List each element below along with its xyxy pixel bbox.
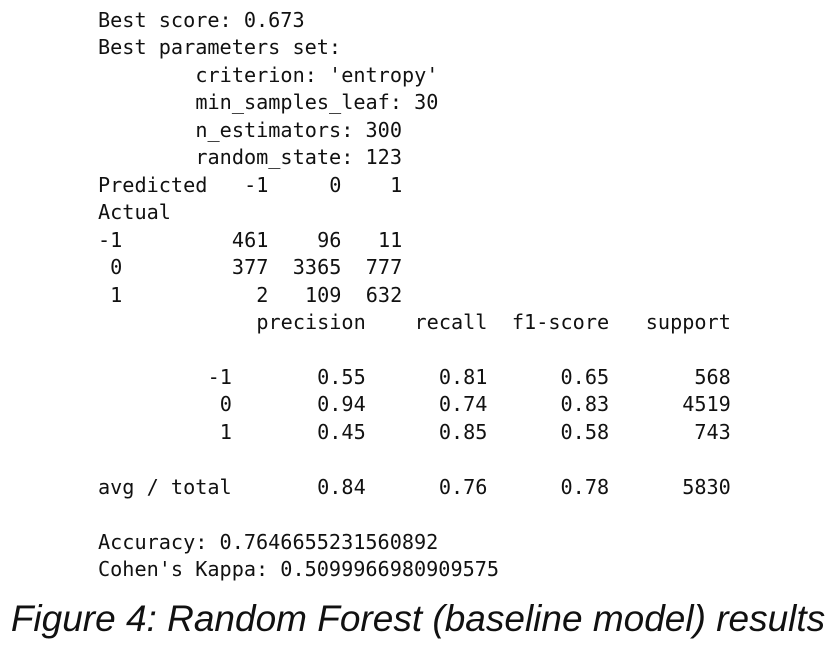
report-cell: 0.81	[438, 364, 488, 389]
best-score: Best score: 0.673	[98, 8, 305, 32]
report-cell: 4519	[682, 392, 731, 417]
confusion-cell: 96	[317, 227, 342, 252]
report-column: recall	[414, 309, 488, 334]
confusion-col-label: Actual	[98, 200, 171, 225]
report-row-label: -1	[207, 364, 232, 389]
confusion-row: 1	[110, 282, 123, 307]
confusion-cell: 632	[365, 282, 403, 307]
report-column: precision	[256, 309, 366, 334]
param: n_estimators: 300	[195, 117, 402, 142]
report-cell: 0.65	[560, 364, 610, 389]
confusion-cell: 461	[231, 227, 269, 252]
report-cell: 743	[694, 419, 731, 444]
confusion-column: 1	[390, 172, 403, 197]
confusion-cell: 777	[365, 255, 403, 280]
kappa: Cohen's Kappa: 0.5099966980909575	[98, 557, 500, 581]
report-cell: 0.45	[317, 419, 366, 444]
confusion-column: 0	[329, 172, 342, 197]
report-cell: 0.55	[317, 364, 366, 389]
confusion-cell: 11	[377, 227, 403, 252]
param: criterion: 'entropy'	[195, 62, 439, 87]
report-total-label: avg / total	[98, 474, 232, 499]
confusion-cell: 3365	[292, 255, 342, 280]
report-total-cell: 0.78	[560, 474, 610, 499]
report-row-label: 1	[219, 419, 232, 444]
report-total-cell: 0.76	[438, 474, 488, 499]
confusion-cell: 377	[231, 255, 269, 280]
report-column: support	[645, 309, 731, 334]
report-row-label: 0	[219, 392, 232, 417]
confusion-column: -1	[244, 172, 269, 197]
params-title: Best parameters set:	[98, 35, 342, 60]
confusion-row: 0	[110, 255, 123, 280]
confusion-row-label: Predicted	[98, 172, 208, 197]
accuracy: Accuracy: 0.7646655231560892	[98, 529, 439, 554]
confusion-cell: 2	[256, 282, 269, 307]
report-cell: 0.94	[317, 392, 366, 417]
param: min_samples_leaf: 30	[195, 90, 439, 115]
caption: Figure 4: Random Forest (baseline model)…	[10, 598, 826, 639]
report-column: f1-score	[511, 309, 610, 334]
confusion-row: -1	[98, 227, 123, 252]
param: random_state: 123	[195, 145, 402, 170]
report-total-cell: 5830	[682, 474, 731, 499]
report-cell: 0.74	[438, 392, 488, 417]
report-cell: 0.85	[438, 419, 488, 444]
report-total-cell: 0.84	[317, 474, 366, 499]
report-cell: 568	[694, 364, 731, 389]
confusion-cell: 109	[304, 282, 342, 307]
report-cell: 0.83	[560, 392, 610, 417]
report-cell: 0.58	[560, 419, 610, 444]
